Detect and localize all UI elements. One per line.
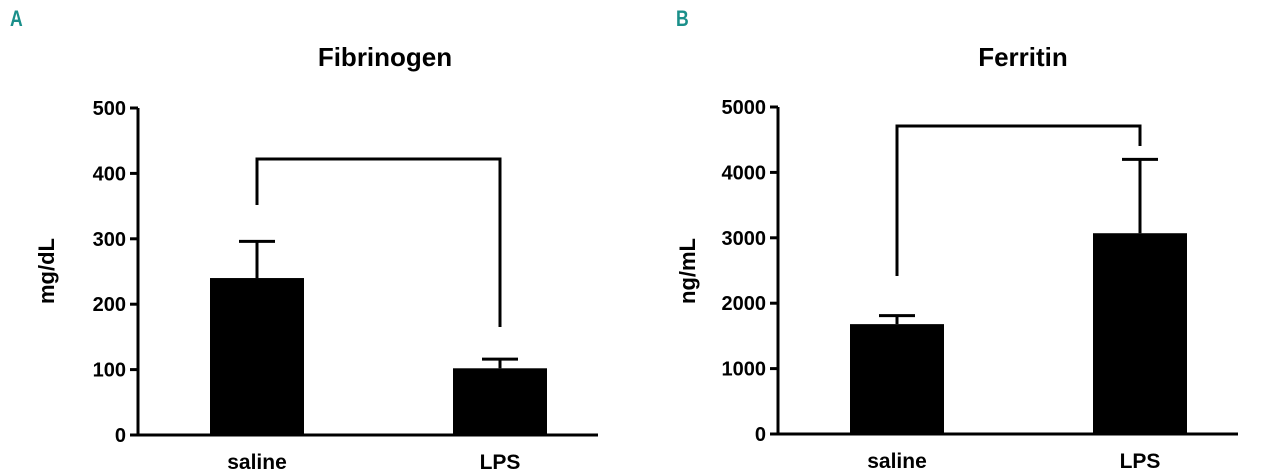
y-tick-label: 300 xyxy=(93,229,126,251)
y-tick-label: 100 xyxy=(93,360,126,382)
panel-letter-a: A xyxy=(10,6,23,31)
significance-bracket xyxy=(895,124,1142,276)
chart-title: Fibrinogen xyxy=(318,42,452,72)
y-tick-label: 5000 xyxy=(722,97,767,119)
category-label-saline: saline xyxy=(227,451,287,474)
chart-title: Ferritin xyxy=(978,42,1068,72)
bar-lps xyxy=(453,368,547,435)
fibrinogen-chart: Fibrinogen mg/dL 0 100 200 300 400 500 saline L… xyxy=(34,42,598,474)
bar-lps xyxy=(1093,233,1187,434)
category-label-saline: saline xyxy=(867,450,927,473)
bar-saline xyxy=(210,278,304,435)
y-tick-label: 0 xyxy=(115,425,126,447)
y-tick-label: 400 xyxy=(93,163,126,185)
y-tick-label: 500 xyxy=(93,98,126,120)
category-label-lps: LPS xyxy=(1120,450,1161,473)
bar-saline xyxy=(850,324,944,434)
y-tick-label: 200 xyxy=(93,294,126,316)
y-tick-label: 3000 xyxy=(722,228,767,250)
y-tick-label: 4000 xyxy=(722,162,767,184)
y-tick-label: 2000 xyxy=(722,293,767,315)
category-label-lps: LPS xyxy=(480,451,521,474)
ferritin-chart: Ferritin ng/mL 0 1000 2000 3000 4000 5000 sali… xyxy=(675,42,1238,473)
y-tick-label: 1000 xyxy=(722,359,767,381)
panel-letter-b: B xyxy=(676,6,689,31)
significance-bracket xyxy=(255,157,502,327)
y-tick-label: 0 xyxy=(755,424,766,446)
y-axis-label: mg/dL xyxy=(34,238,59,304)
y-axis-label: ng/mL xyxy=(675,238,700,304)
